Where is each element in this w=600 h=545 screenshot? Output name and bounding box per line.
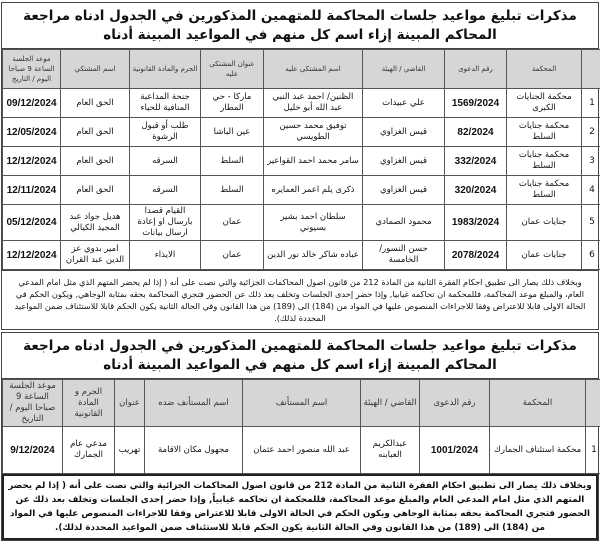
- header-respondent-name: اسم المستأنف ضده: [145, 380, 243, 427]
- cell-complainant: امير بدوي عز الدين عبد القران: [61, 241, 130, 270]
- cell-complainant: الحق العام: [61, 176, 130, 205]
- header-defendant-name: اسم المشتكى عليه: [264, 50, 363, 89]
- cell-judge: قيس الغزاوي: [363, 118, 445, 147]
- cell-hearing-date: 12/12/2024: [3, 147, 61, 176]
- cell-judge: قيس الغزاوي: [363, 176, 445, 205]
- header-row-number: [586, 380, 600, 427]
- cell-court: محكمة الجنايات الكبرى: [507, 89, 582, 118]
- cell-defendant-address: السلط: [201, 147, 264, 176]
- cell-charge: الايذاء: [130, 241, 201, 270]
- cell-hearing-date: 9/12/2024: [3, 427, 63, 474]
- cell-defendant-name: الظنين/ احمد عبد النبي عبد الله أبو خليل: [264, 89, 363, 118]
- cell-charge: مدعي عام الجمارك: [63, 427, 115, 474]
- header-court: المحكمة: [507, 50, 582, 89]
- header-hearing-date: موعد الجلسة الساعة 9 صباحا اليوم / التار…: [3, 380, 63, 427]
- cell-complainant: الحق العام: [61, 89, 130, 118]
- cell-respondent-name: مجهول مكان الاقامة: [145, 427, 243, 474]
- cell-complainant: هديل جواد عبد المجيد الكيالي: [61, 205, 130, 241]
- cell-charge: السرقه: [130, 147, 201, 176]
- legal-notice-1: وبخلاف ذلك يصار الى تطبيق احكام الفقرة ا…: [2, 270, 598, 329]
- cell-court: محكمة استئناف الجمارك: [490, 427, 586, 474]
- cell-court: جنايات عمان: [507, 241, 582, 270]
- cell-hearing-date: 12/12/2024: [3, 241, 61, 270]
- header-charge: الجرم و المادة القانونية: [63, 380, 115, 427]
- cell-row-number: 5: [582, 205, 600, 241]
- cell-defendant-address: عمان: [201, 241, 264, 270]
- legal-notice-2: وبخلاف ذلك يصار الى تطبيق احكام الفقرة ا…: [2, 474, 598, 540]
- cell-hearing-date: 12/05/2024: [3, 118, 61, 147]
- cell-judge: حسن النسور/ الخامسة: [363, 241, 445, 270]
- header-judge: القاضي / الهيئة: [361, 380, 420, 427]
- cell-judge: عبدالكريم العبابنه: [361, 427, 420, 474]
- cell-judge: قيس الغزاوي: [363, 147, 445, 176]
- cell-row-number: 1: [586, 427, 600, 474]
- header-address: عنوان: [115, 380, 145, 427]
- cell-case-number: 1983/2024: [445, 205, 507, 241]
- header-hearing-date: موعد الجلسة الساعة 9 صباحا اليوم / التار…: [3, 50, 61, 89]
- cell-case-number: 2078/2024: [445, 241, 507, 270]
- cell-hearing-date: 05/12/2024: [3, 205, 61, 241]
- cell-judge: علي عبيدات: [363, 89, 445, 118]
- cell-defendant-name: توفيق محمد حسين الطويسي: [264, 118, 363, 147]
- cell-complainant: الحق العام: [61, 118, 130, 147]
- cell-defendant-name: سامر محمد احمد القواعير: [264, 147, 363, 176]
- cell-charge: القيام قصدا بارسال او إعادة ارسال بيانات: [130, 205, 201, 241]
- cell-court: محكمة جنايات السلط: [507, 147, 582, 176]
- cell-judge: محمود الصمادي: [363, 205, 445, 241]
- cell-court: جنايات عمان: [507, 205, 582, 241]
- cell-defendant-address: ماركا - حي المطار: [201, 89, 264, 118]
- cell-hearing-date: 09/12/2024: [3, 89, 61, 118]
- cell-row-number: 6: [582, 241, 600, 270]
- header-case-number: رقم الدعوى: [445, 50, 507, 89]
- cell-row-number: 4: [582, 176, 600, 205]
- cell-charge: جنحة المداعبة المنافية للحياء: [130, 89, 201, 118]
- cell-charge: السرقه: [130, 176, 201, 205]
- cell-charge: طلب أو قبول الرشوة: [130, 118, 201, 147]
- header-complainant: اسم المشتكي: [61, 50, 130, 89]
- cell-defendant-address: عين الباشا: [201, 118, 264, 147]
- header-case-number: رقم الدعوى: [420, 380, 490, 427]
- cell-defendant-name: سلطان احمد بشير بسيوني: [264, 205, 363, 241]
- cell-case-number: 1001/2024: [420, 427, 490, 474]
- notice-section-1: مذكرات تبليغ مواعيد جلسات المحاكمة للمته…: [1, 2, 599, 330]
- section-1-title: مذكرات تبليغ مواعيد جلسات المحاكمة للمته…: [2, 3, 598, 49]
- cell-case-number: 1569/2024: [445, 89, 507, 118]
- cell-defendant-name: عباده شاكر خالد نور الدين: [264, 241, 363, 270]
- cell-defendant-name: ذكرى يلم اعمر العمايره: [264, 176, 363, 205]
- cell-case-number: 332/2024: [445, 147, 507, 176]
- cell-row-number: 1: [582, 89, 600, 118]
- cell-complainant: الحق العام: [61, 147, 130, 176]
- header-appellant-name: اسم المستأنف: [243, 380, 361, 427]
- section-2-title: مذكرات تبليغ مواعيد جلسات المحاكمة للمته…: [2, 333, 598, 379]
- cell-case-number: 320/2024: [445, 176, 507, 205]
- cell-defendant-address: السلط: [201, 176, 264, 205]
- notice-section-2: مذكرات تبليغ مواعيد جلسات المحاكمة للمته…: [1, 332, 599, 541]
- header-charge: الجرم والمادة القانونية: [130, 50, 201, 89]
- header-judge: القاضي / الهيئة: [363, 50, 445, 89]
- cell-defendant-address: عمان: [201, 205, 264, 241]
- header-defendant-address: عنوان المشتكى عليه: [201, 50, 264, 89]
- cell-address: تهريب: [115, 427, 145, 474]
- cell-row-number: 3: [582, 147, 600, 176]
- cell-court: محكمة جنايات السلط: [507, 176, 582, 205]
- cell-row-number: 2: [582, 118, 600, 147]
- cell-hearing-date: 12/11/2024: [3, 176, 61, 205]
- cell-court: محكمة جنايات السلط: [507, 118, 582, 147]
- header-row-number: [582, 50, 600, 89]
- cell-appellant-name: عبد الله منصور احمد عثمان: [243, 427, 361, 474]
- header-court: المحكمة: [490, 380, 586, 427]
- cell-case-number: 82/2024: [445, 118, 507, 147]
